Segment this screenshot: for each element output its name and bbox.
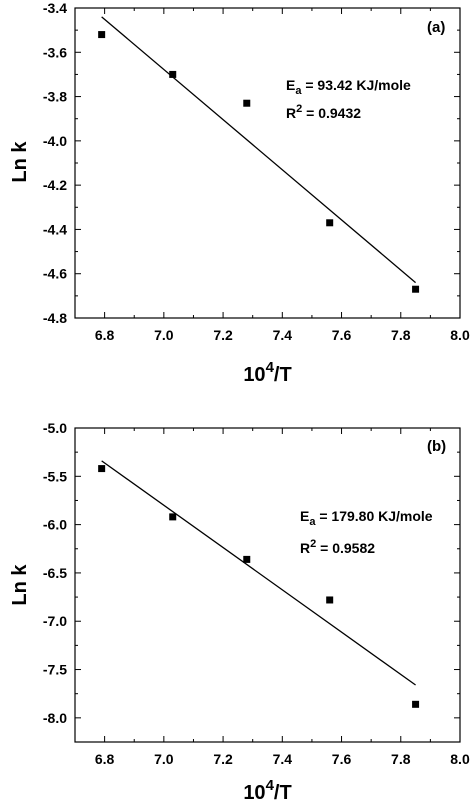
x-axis-title: 104/T: [243, 359, 291, 386]
x-tick-label: 7.6: [332, 327, 352, 343]
chart-panel-a: 6.8 7.0 7.2 7.4 7.6 7.8 8.0 -3.4 -3.6 -3.8 -4.0 -4.…: [9, 0, 470, 386]
y-tick-label: -3.8: [43, 89, 67, 105]
y-axis-title: Ln k: [9, 141, 31, 183]
linear-fit-line: [101, 460, 416, 686]
panel-label: (a): [427, 19, 445, 36]
data-point: [243, 99, 251, 107]
x-tick-label: 8.0: [450, 751, 470, 767]
x-tick-label: 7.4: [273, 751, 293, 767]
data-point: [98, 31, 106, 39]
data-point: [169, 513, 177, 521]
panel-label: (b): [427, 438, 446, 455]
y-tick-label: -4.6: [43, 266, 67, 282]
data-point: [98, 465, 106, 473]
r-squared-label: R2 = 0.9432: [286, 103, 361, 121]
x-tick-label: 7.2: [213, 327, 233, 343]
y-tick-label: -8.0: [43, 710, 67, 726]
data-point: [412, 285, 420, 293]
data-point: [326, 596, 334, 604]
y-tick-label: -3.4: [43, 0, 67, 16]
chart-panel-b: 6.8 7.0 7.2 7.4 7.6 7.8 8.0 -5.0 -5.5 -6.0 -6.5 -7.…: [9, 420, 470, 804]
x-tick-label: 7.6: [332, 751, 352, 767]
y-tick-label: -6.5: [43, 565, 67, 581]
data-point: [169, 70, 177, 78]
x-tick-label: 7.0: [154, 751, 174, 767]
data-point: [412, 700, 420, 708]
x-tick-label: 7.0: [154, 327, 174, 343]
y-tick-label: -7.5: [43, 662, 67, 678]
y-tick-label: -4.4: [43, 221, 67, 237]
x-tick-label: 7.8: [391, 751, 411, 767]
plot-frame: [74, 427, 461, 743]
y-tick-label: -4.2: [43, 177, 67, 193]
y-tick-label: -7.0: [43, 613, 67, 629]
data-point: [326, 219, 334, 227]
y-tick-label: -4.0: [43, 133, 67, 149]
x-tick-label: 8.0: [450, 327, 470, 343]
x-tick-label: 6.8: [95, 327, 115, 343]
activation-energy-label: Ea = 179.80 KJ/mole: [300, 508, 433, 528]
y-tick-label: -3.6: [43, 44, 67, 60]
x-axis-title: 104/T: [243, 777, 291, 804]
y-tick-label: -6.0: [43, 517, 67, 533]
x-tick-label: 7.2: [213, 751, 233, 767]
data-point: [243, 555, 251, 563]
y-tick-label: -5.0: [43, 420, 67, 436]
x-tick-label: 6.8: [95, 751, 115, 767]
y-tick-label: -5.5: [43, 468, 67, 484]
y-axis-title: Ln k: [9, 564, 31, 606]
x-tick-label: 7.4: [273, 327, 293, 343]
y-tick-label: -4.8: [43, 310, 67, 326]
linear-fit-line: [101, 16, 416, 284]
r-squared-label: R2 = 0.9582: [300, 538, 375, 556]
activation-energy-label: Ea = 93.42 KJ/mole: [286, 77, 411, 97]
x-tick-label: 7.8: [391, 327, 411, 343]
